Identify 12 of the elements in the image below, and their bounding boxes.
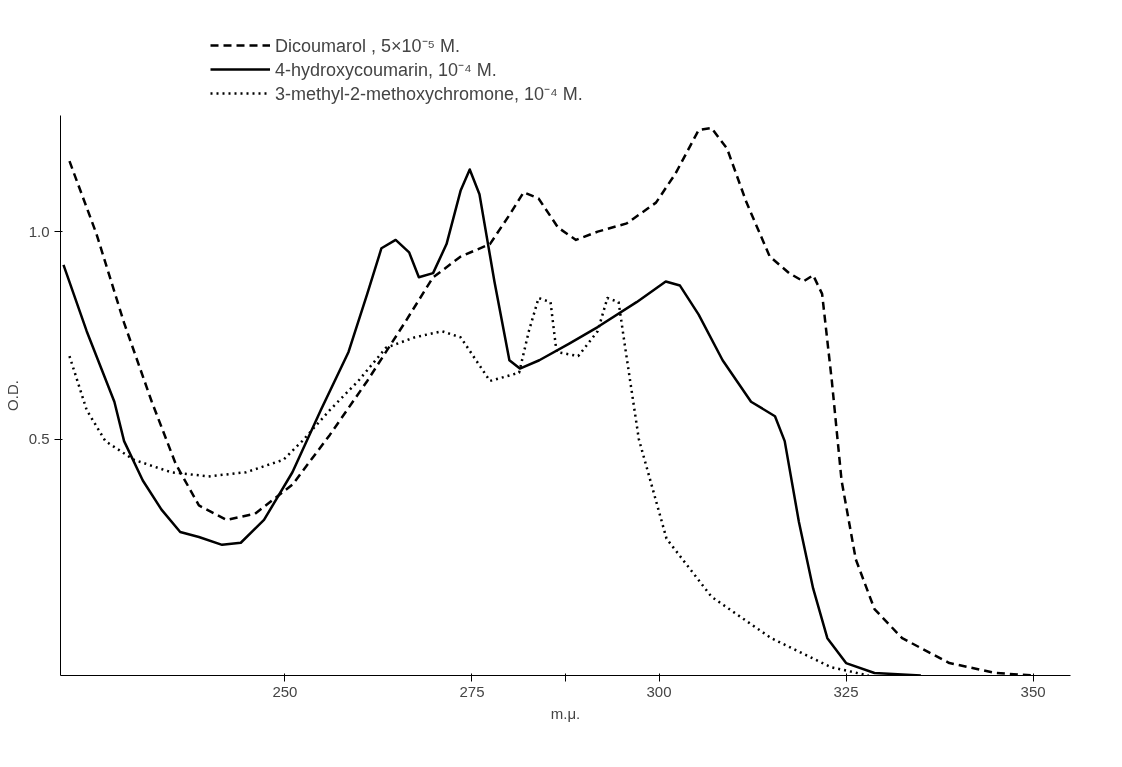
legend-label: Dicoumarol , 5×10⁻⁵ M. [275, 35, 461, 57]
legend-label: 4-hydroxycoumarin, 10⁻⁴ M. [275, 59, 497, 81]
y-axis-title: O.D. [3, 380, 21, 411]
legend-label: 3-methyl-2-methoxychromone, 10⁻⁴ M. [275, 83, 583, 105]
y-tick-label: 1.0 [28, 222, 50, 240]
y-tick-label: 0.5 [28, 430, 50, 448]
x-tick-label: 275 [459, 682, 485, 700]
x-tick-label: 350 [1020, 682, 1046, 700]
x-tick-label: 300 [646, 682, 672, 700]
x-tick-label: 325 [833, 682, 859, 700]
x-tick-label: 250 [272, 682, 298, 700]
x-axis-title: m.μ. [550, 704, 581, 722]
